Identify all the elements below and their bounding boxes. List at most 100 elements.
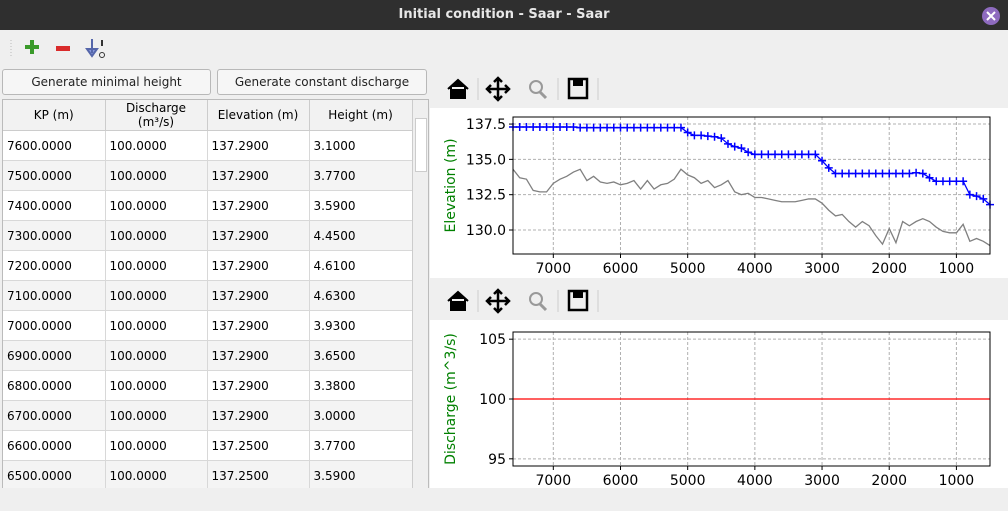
point-marker [791, 150, 800, 159]
y-tick-label: 95 [488, 452, 506, 468]
axes-frame [512, 331, 991, 467]
table-cell: 137.2500 [207, 430, 310, 461]
point-marker [737, 144, 746, 153]
x-tick-label: 6000 [603, 261, 639, 277]
close-button[interactable] [980, 5, 1002, 27]
table-cell: 137.2900 [207, 310, 310, 341]
plot-toolbar [430, 282, 1008, 320]
table-cell: 6600.0000 [3, 430, 106, 461]
point-marker [656, 123, 665, 132]
table-row: 6800.0000 100.0000 137.2900 3.3800 [3, 370, 413, 401]
home-button[interactable] [447, 290, 469, 311]
save-button[interactable] [567, 77, 589, 100]
plot-area: 7000 6000 5000 4000 3000 2000 1000 105 100 95 Disc… [430, 320, 1008, 489]
x-tick-label: 4000 [737, 473, 773, 488]
point-marker [891, 169, 900, 178]
toolbar [10, 39, 105, 58]
pan-button[interactable] [485, 76, 511, 102]
table-cell: 100.0000 [105, 250, 208, 281]
point-marker [670, 123, 679, 132]
point-marker [650, 123, 659, 132]
scrollbar[interactable] [412, 100, 428, 489]
table-cell: 7400.0000 [3, 190, 106, 221]
point-marker [643, 123, 652, 132]
remove-button[interactable] [56, 46, 70, 51]
table-cell: 6500.0000 [3, 460, 106, 489]
table-cell: 100.0000 [105, 370, 208, 401]
title-bar: Initial condition - Saar - Saar [0, 0, 1008, 30]
point-marker [589, 123, 598, 132]
home-button[interactable] [447, 78, 469, 99]
point-marker [959, 177, 968, 186]
pan-button[interactable] [485, 288, 511, 314]
table-cell: 137.2900 [207, 130, 310, 161]
point-marker [831, 169, 840, 178]
table-cell: 3.5900 [309, 460, 413, 489]
point-marker [609, 123, 618, 132]
scroll-thumb[interactable] [415, 118, 427, 172]
table-cell: 137.2900 [207, 340, 310, 371]
point-marker [918, 169, 927, 178]
point-marker [723, 139, 732, 148]
point-marker [771, 150, 780, 159]
table-cell: 6700.0000 [3, 400, 106, 431]
add-button[interactable] [25, 40, 39, 54]
table-cell: 100.0000 [105, 160, 208, 191]
table-row: 7500.0000 100.0000 137.2900 3.7700 [3, 160, 413, 191]
point-marker [938, 177, 947, 186]
save-button[interactable] [567, 289, 589, 312]
point-marker [932, 177, 941, 186]
point-marker [616, 123, 625, 132]
table-cell: 3.6500 [309, 340, 413, 371]
table-row: 7300.0000 100.0000 137.2900 4.4500 [3, 220, 413, 251]
table-cell: 100.0000 [105, 220, 208, 251]
generate-minimal-height-button[interactable]: Generate minimal height [2, 69, 211, 95]
point-marker [676, 123, 685, 132]
zoom-button[interactable] [529, 80, 548, 100]
x-tick-label: 1000 [939, 261, 975, 277]
table-cell: 100.0000 [105, 280, 208, 311]
table-row: 6900.0000 100.0000 137.2900 3.6500 [3, 340, 413, 371]
point-marker [636, 123, 645, 132]
series-line [512, 168, 991, 247]
table-cell: 137.2900 [207, 220, 310, 251]
series-line [513, 126, 991, 206]
point-marker [952, 177, 961, 186]
plot-toolbar [430, 70, 1008, 108]
x-tick-label: 7000 [535, 261, 571, 277]
table-row: 7600.0000 100.0000 137.2900 3.1000 [3, 130, 413, 161]
point-marker [710, 132, 719, 141]
zoom-button[interactable] [529, 292, 548, 312]
point-marker [851, 169, 860, 178]
y-tick-label: 100 [479, 392, 506, 408]
table-cell: 7500.0000 [3, 160, 106, 191]
point-marker [576, 123, 585, 132]
point-marker [824, 163, 833, 172]
y-tick-label: 135.0 [466, 152, 506, 168]
column-header: KP (m) [3, 100, 106, 131]
point-marker [629, 123, 638, 132]
y-axis-label: Elevation (m) [443, 138, 459, 232]
x-tick-label: 4000 [737, 261, 773, 277]
point-marker [549, 123, 558, 132]
table-cell: 137.2900 [207, 280, 310, 311]
generate-constant-discharge-button[interactable]: Generate constant discharge [217, 69, 427, 95]
table-cell: 100.0000 [105, 430, 208, 461]
table-cell: 100.0000 [105, 460, 208, 489]
point-marker [750, 150, 759, 159]
table-cell: 4.4500 [309, 220, 413, 251]
point-marker [804, 150, 813, 159]
x-tick-label: 6000 [603, 473, 639, 488]
y-axis-label: Discharge (m^3/s) [443, 333, 459, 465]
point-marker [697, 131, 706, 140]
table-cell: 4.6100 [309, 250, 413, 281]
x-tick-label: 3000 [804, 473, 840, 488]
table-cell: 6800.0000 [3, 370, 106, 401]
point-marker [535, 123, 544, 132]
sort-button[interactable] [85, 39, 105, 58]
point-marker [663, 123, 672, 132]
point-marker [777, 150, 786, 159]
toolbar-icons [447, 288, 599, 314]
table-cell: 3.1000 [309, 130, 413, 161]
